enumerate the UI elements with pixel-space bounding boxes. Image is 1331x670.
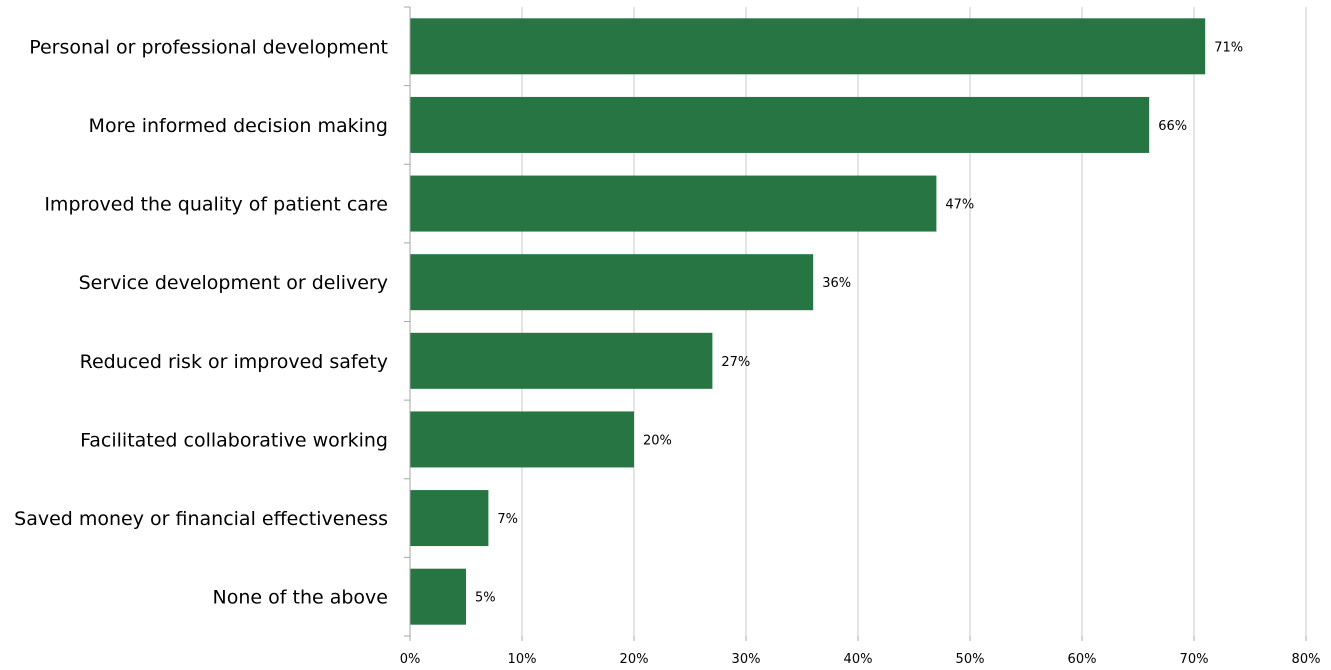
bar xyxy=(410,96,1150,153)
category-label: Saved money or financial effectiveness xyxy=(14,508,388,530)
bar xyxy=(410,411,634,468)
x-tick-label: 30% xyxy=(732,652,761,667)
data-label: 20% xyxy=(643,433,672,448)
category-label: None of the above xyxy=(213,587,388,609)
x-tick-label: 40% xyxy=(844,652,873,667)
x-tick-label: 70% xyxy=(1180,652,1209,667)
x-tick-label: 0% xyxy=(400,652,421,667)
category-label: More informed decision making xyxy=(89,115,388,137)
x-tick-label: 10% xyxy=(508,652,537,667)
bar xyxy=(410,175,937,232)
data-label: 71% xyxy=(1214,40,1243,55)
category-label: Improved the quality of patient care xyxy=(44,194,388,216)
category-label: Reduced risk or improved safety xyxy=(80,351,388,373)
data-label: 27% xyxy=(721,355,750,370)
category-label: Service development or delivery xyxy=(79,272,388,294)
axes xyxy=(404,6,1307,641)
x-tick-label: 60% xyxy=(1068,652,1097,667)
x-tick-label: 80% xyxy=(1292,652,1321,667)
bar xyxy=(410,18,1206,75)
category-label: Facilitated collaborative working xyxy=(80,429,388,451)
bar xyxy=(410,490,489,547)
x-tick-label: 50% xyxy=(956,652,985,667)
data-label: 7% xyxy=(497,512,518,527)
bar xyxy=(410,568,466,625)
labels: 0% 10% 20% 30% 40% 50% 60% 70% 80% Personal or pr… xyxy=(14,36,1320,667)
bar xyxy=(410,332,713,389)
bars xyxy=(410,18,1206,625)
bar xyxy=(410,254,814,311)
data-label: 36% xyxy=(822,276,851,291)
category-label: Personal or professional development xyxy=(29,36,388,58)
data-label: 5% xyxy=(475,591,496,606)
x-tick-label: 20% xyxy=(620,652,649,667)
data-label: 47% xyxy=(945,198,974,213)
data-label: 66% xyxy=(1158,119,1187,134)
